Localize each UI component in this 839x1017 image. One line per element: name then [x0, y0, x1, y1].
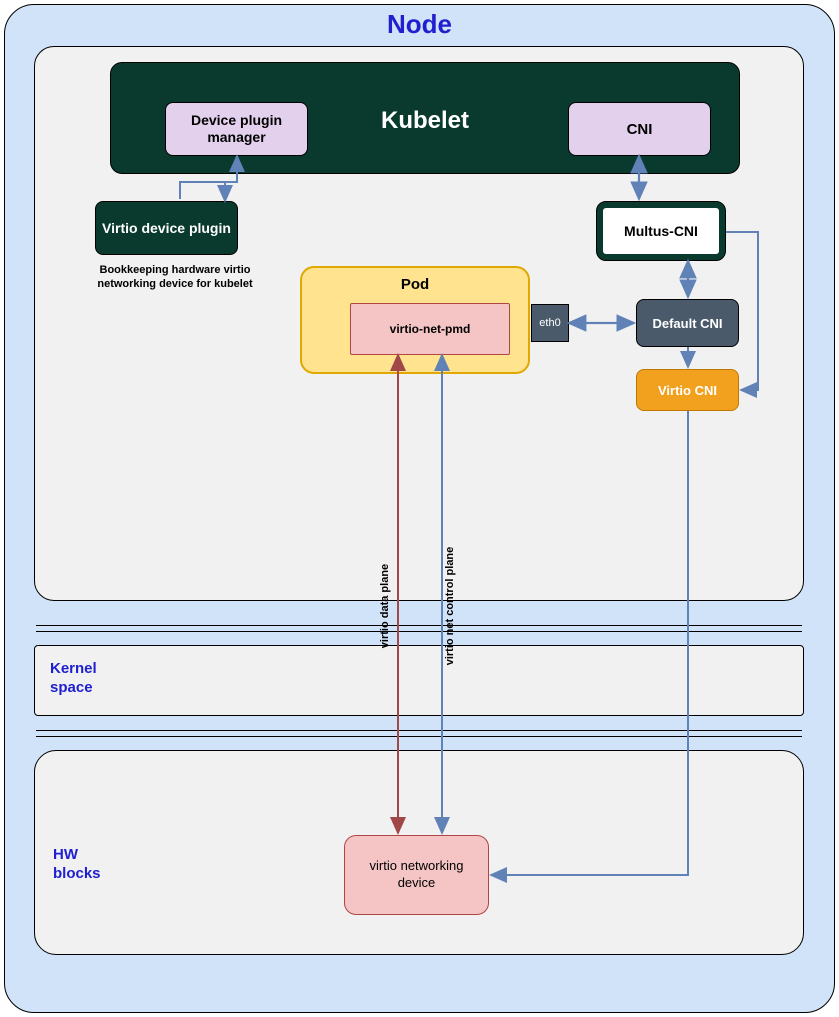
- divider-line: [36, 631, 802, 632]
- virtio-networking-device-box: virtio networking device: [344, 835, 489, 915]
- virtio-cni-box: Virtio CNI: [636, 369, 739, 411]
- kernel-space-label: Kernelspace: [50, 660, 97, 698]
- data-plane-label: virtio data plane: [379, 556, 391, 656]
- multus-cni-box: Multus-CNI: [596, 201, 726, 261]
- virtio-device-plugin-box: Virtio device plugin: [95, 201, 238, 255]
- virtio-device-plugin-caption: Bookkeeping hardware virtio networking d…: [85, 263, 265, 292]
- device-plugin-manager-box: Device plugin manager: [165, 102, 308, 156]
- divider-line: [36, 736, 802, 737]
- default-cni-box: Default CNI: [636, 299, 739, 347]
- eth0-box: eth0: [531, 304, 569, 342]
- virtio-net-pmd-box: virtio-net-pmd: [350, 303, 510, 355]
- control-plane-label: virtio net control plane: [444, 546, 456, 666]
- pod-title: Pod: [302, 276, 528, 293]
- divider-line: [36, 730, 802, 731]
- hw-blocks-label: HWblocks: [53, 846, 101, 884]
- divider-line: [36, 625, 802, 626]
- node-title: Node: [5, 9, 834, 40]
- cni-box: CNI: [568, 102, 711, 156]
- multus-cni-label: Multus-CNI: [603, 208, 719, 254]
- kernel-space-panel: [34, 645, 804, 716]
